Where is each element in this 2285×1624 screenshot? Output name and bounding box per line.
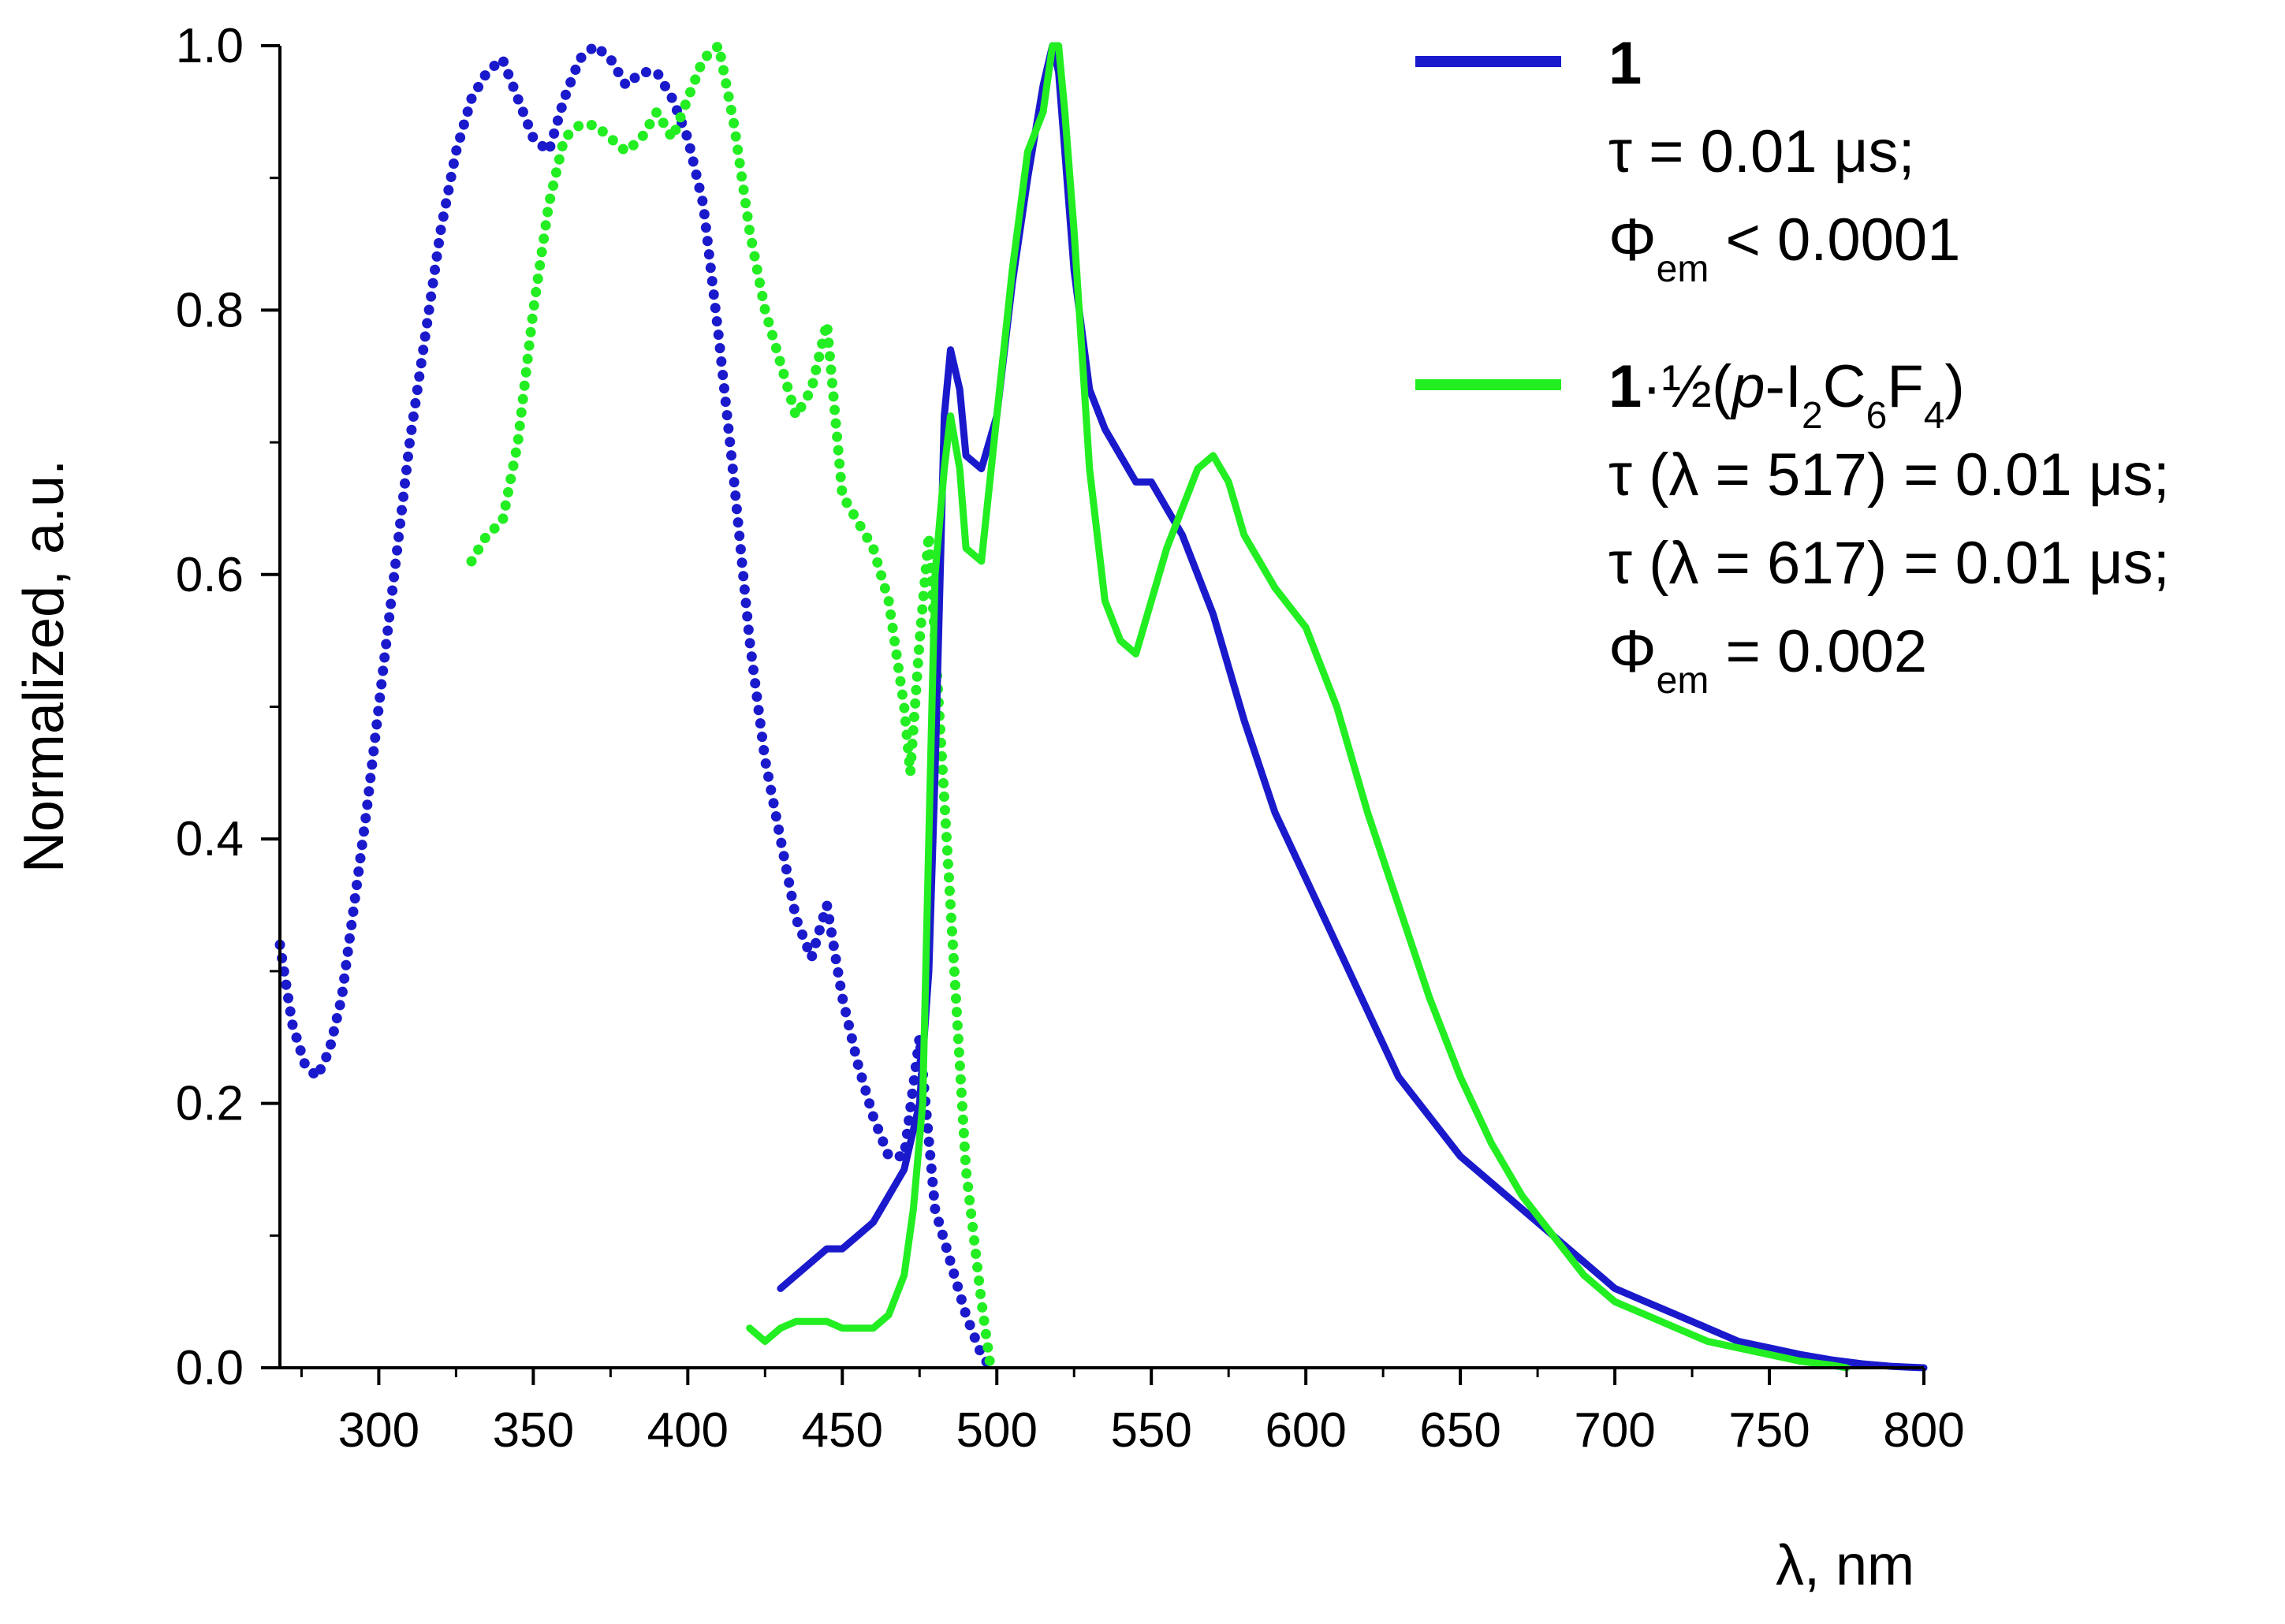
legend-text-part: )	[1944, 353, 1964, 420]
x-tick-label: 450	[802, 1403, 883, 1458]
legend-text-part: τ (λ = 617) = 0.01 μs;	[1608, 530, 2170, 597]
axes-layer: 300 350 400 450 500 550 600 650 700 750 800 0.0 0.2 0…	[176, 19, 1965, 1458]
legend-text-part: em	[1657, 660, 1709, 702]
legend-text-part: F	[1887, 353, 1923, 420]
x-tick-label: 800	[1883, 1403, 1964, 1458]
x-tick-label: 300	[338, 1403, 419, 1458]
x-tick-label: 500	[956, 1403, 1038, 1458]
y-tick-label: 1.0	[176, 19, 244, 73]
legend-text-part: < 0.0001	[1709, 207, 1960, 274]
legend-detail-line: τ = 0.01 μs;	[1608, 118, 1915, 185]
y-tick-label: 0.6	[176, 548, 244, 602]
x-tick-label: 600	[1265, 1403, 1346, 1458]
series-layer	[274, 40, 1928, 1373]
y-tick-label: 0.4	[176, 812, 244, 866]
series-line-4	[746, 42, 1851, 1372]
legend-label: 1·½(p-I2C6F4)	[1608, 353, 1965, 437]
x-tick-label: 400	[647, 1403, 729, 1458]
y-tick-label: 0.2	[176, 1077, 244, 1131]
legend-text-part: τ (λ = 517) = 0.01 μs;	[1608, 441, 2170, 508]
legend-entry-2: 1·½(p-I2C6F4)τ (λ = 517) = 0.01 μs;τ (λ …	[1415, 353, 2170, 702]
legend-detail-line: τ (λ = 517) = 0.01 μs;	[1608, 441, 2170, 508]
legend-detail-line: τ (λ = 617) = 0.01 μs;	[1608, 530, 2170, 597]
x-tick-label: 750	[1728, 1403, 1810, 1458]
legend-label: 1	[1608, 30, 1642, 97]
y-axis-title: Normalized, a.u.	[13, 460, 76, 873]
legend-text-part: 2	[1802, 395, 1823, 437]
x-tick-label: 650	[1419, 1403, 1500, 1458]
legend-text-part: 6	[1866, 395, 1888, 437]
x-tick-label: 550	[1110, 1403, 1191, 1458]
legend-text-part: ·½(	[1642, 353, 1731, 420]
legend-text-part: τ = 0.01 μs;	[1608, 118, 1915, 185]
legend-entry-1: 1 τ = 0.01 μs; Φem < 0.0001	[1415, 30, 1960, 290]
y-tick-label: 0.0	[176, 1341, 244, 1395]
legend-detail-line: Φem < 0.0001	[1608, 207, 1960, 290]
legend-text-part: Φ	[1608, 207, 1657, 274]
y-tick-label: 0.8	[176, 283, 244, 337]
legend-text-part: -I	[1765, 353, 1802, 420]
x-tick-label: 700	[1574, 1403, 1655, 1458]
series-line-1	[274, 40, 996, 1373]
legend-text-part: 1	[1608, 353, 1642, 420]
legend-text-part: 4	[1924, 395, 1945, 437]
series-line-2	[466, 40, 996, 1373]
x-axis-title: λ, nm	[1776, 1534, 1914, 1597]
legend-detail-line: Φem = 0.002	[1608, 618, 1927, 702]
legend-text-part: = 0.002	[1709, 618, 1927, 685]
legend-text-part: Φ	[1608, 618, 1657, 685]
legend-text-part: C	[1823, 353, 1866, 420]
x-tick-label: 350	[493, 1403, 574, 1458]
legend-text-part: p	[1730, 353, 1765, 420]
legend: 1τ = 0.01 μs;Φem < 0.00011·½(p-I2C6F4)τ …	[1415, 30, 2170, 702]
legend-text-part: em	[1657, 248, 1709, 290]
